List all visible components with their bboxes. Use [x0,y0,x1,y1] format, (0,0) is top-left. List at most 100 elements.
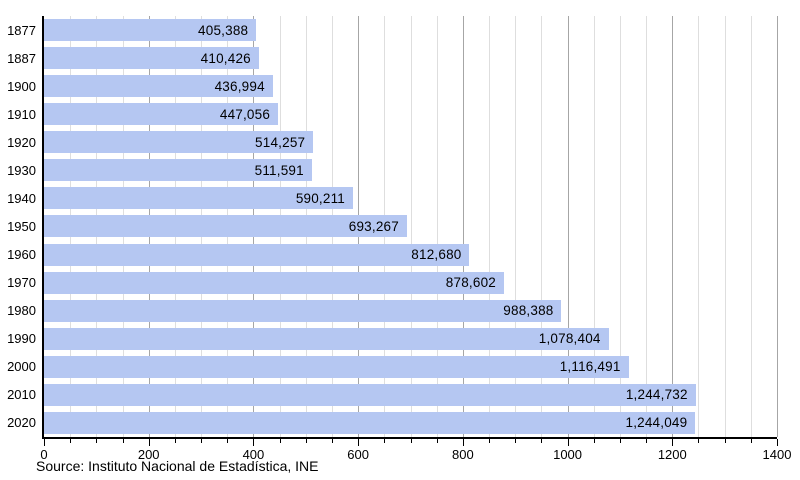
gridline [567,16,569,437]
y-axis-labels: 1877 1887 1900 1910 1920 1930 1940 1950 1960 1970… [0,16,36,437]
bar-row: 988,388 [44,297,777,325]
bar: 1,244,049 [44,411,696,434]
bar-row: 1,116,491 [44,353,777,381]
gridline [462,16,464,437]
x-tick [619,439,621,443]
y-tick-label: 1960 [7,247,36,263]
bar-value-label: 1,244,049 [625,415,688,431]
y-tick-label: 1910 [7,106,36,122]
x-tick [646,439,648,443]
source-note: Source: Instituto Nacional de Estadístic… [36,458,319,474]
bar-row: 590,211 [44,184,777,212]
y-tick-label: 1980 [7,303,36,319]
bar-value-label: 1,244,732 [625,387,688,403]
bar-value-label: 878,602 [445,275,496,291]
bar-value-label: 410,426 [200,50,251,66]
bar-row: 447,056 [44,100,777,128]
x-tick [384,439,386,443]
bar-value-label: 1,078,404 [538,331,601,347]
bar-row: 693,267 [44,212,777,240]
bar-row: 514,257 [44,128,777,156]
y-tick-label: 1940 [7,190,36,206]
x-tick [122,439,124,443]
x-tick [331,439,333,443]
x-tick [724,439,726,443]
bar-row: 405,388 [44,16,777,44]
y-tick-label: 1930 [7,162,36,178]
x-tick [96,439,98,443]
gridline [515,16,517,437]
bar-rows: 405,388 410,426 436,994 447,056 514,257 511,5… [44,16,777,437]
x-tick-label: 1000 [553,447,583,462]
bar-row: 511,591 [44,156,777,184]
x-tick [593,439,595,443]
bar-value-label: 812,680 [411,247,462,263]
y-tick-label: 1900 [7,78,36,94]
bar-value-label: 447,056 [219,106,271,122]
bar-value-label: 988,388 [503,303,554,319]
x-tick-label: 0 [40,447,48,462]
bar-row: 1,244,732 [44,381,777,409]
x-tick-label: 600 [347,447,369,462]
x-tick [174,439,176,443]
x-tick-label: 1200 [657,447,687,462]
y-tick-label: 2020 [7,415,36,431]
bar: 878,602 [44,271,504,294]
x-tick [410,439,412,443]
bar: 1,116,491 [44,355,629,378]
bar: 511,591 [44,159,312,182]
plot-area: 405,388 410,426 436,994 447,056 514,257 511,5… [42,16,778,439]
gridline [672,16,674,437]
x-tick [148,439,150,446]
x-tick-label: 1400 [762,447,792,462]
gridline [777,16,778,437]
x-tick [227,439,229,443]
y-tick-label: 1970 [7,275,36,291]
y-tick-label: 1920 [7,134,36,150]
x-tick-label: 400 [242,447,265,462]
bar-value-label: 693,267 [348,218,399,234]
x-tick [305,439,307,443]
bar: 693,267 [44,215,407,238]
bar-row: 1,244,049 [44,409,777,437]
bar: 812,680 [44,243,470,266]
x-tick [70,439,72,443]
x-tick [567,439,569,446]
bar-value-label: 590,211 [295,190,346,206]
gridline [750,16,752,437]
bar-value-label: 511,591 [254,162,304,178]
y-tick-label: 2010 [7,387,36,403]
x-tick [253,439,255,446]
x-axis: 0 200 400 600 800 1000 1200 1400 [40,439,791,477]
bar-value-label: 1,116,491 [559,359,621,375]
gridline [593,16,595,437]
bar-row: 812,680 [44,241,777,269]
gridline [541,16,543,437]
bar: 590,211 [44,187,354,210]
x-tick [541,439,543,443]
bar: 988,388 [44,299,562,322]
bar-row: 410,426 [44,44,777,72]
x-tick [358,439,360,446]
x-tick [672,439,674,446]
gridline [489,16,491,437]
y-tick-label: 2000 [7,359,36,375]
x-tick [777,439,778,446]
x-tick [698,439,700,443]
x-tick [462,439,464,446]
bar-value-label: 514,257 [255,134,306,150]
bar-row: 436,994 [44,72,777,100]
x-tick [750,439,752,443]
bar: 410,426 [44,47,259,70]
x-tick-label: 800 [451,447,474,462]
gridline [619,16,621,437]
x-tick-label: 200 [137,447,160,462]
x-tick [279,439,281,443]
gridline [410,16,412,437]
bar: 436,994 [44,75,273,98]
bar-row: 1,078,404 [44,325,777,353]
bar-value-label: 436,994 [214,78,265,94]
bar: 405,388 [44,19,257,42]
x-tick [515,439,517,443]
